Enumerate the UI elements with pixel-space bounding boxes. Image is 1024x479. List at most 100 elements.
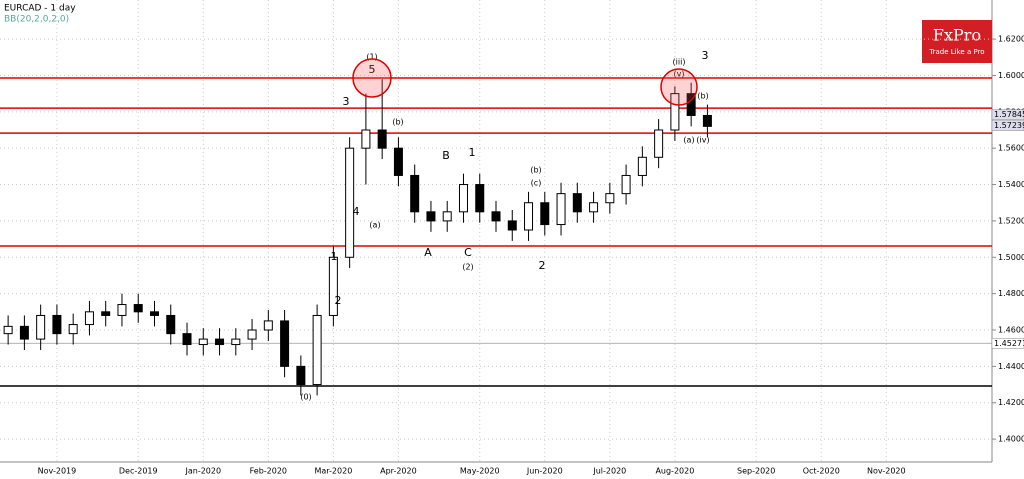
y-tick-label: 1.44000: [998, 362, 1024, 371]
price-label: 1.57845: [994, 110, 1024, 119]
y-tick-label: 1.60000: [998, 71, 1024, 80]
candle-body: [507, 220, 517, 231]
candle-body: [556, 193, 566, 226]
candle-body: [133, 304, 143, 313]
candle-body: [377, 129, 387, 149]
wave-label: 2: [539, 259, 546, 272]
candle-body: [442, 211, 452, 222]
y-tick-label: 1.56000: [998, 144, 1024, 153]
x-tick-label: May-2020: [460, 467, 500, 476]
wave-label: (a): [369, 221, 380, 230]
candle-body: [410, 174, 420, 213]
candle-body: [524, 202, 534, 231]
candle-body: [198, 338, 208, 346]
x-tick-label: Apr-2020: [380, 467, 417, 476]
candle-body: [589, 202, 599, 213]
wave-label: 1: [331, 250, 338, 263]
y-tick-label: 1.46000: [998, 326, 1024, 335]
candle-body: [215, 338, 225, 346]
x-tick-label: Jan-2020: [184, 467, 221, 476]
candle-body: [182, 333, 192, 346]
price-marker: [991, 120, 1024, 131]
price-marker: [991, 109, 1024, 120]
x-tick-label: Feb-2020: [250, 467, 287, 476]
wave-label: (b): [530, 166, 541, 175]
x-tick-label: Oct-2020: [803, 467, 840, 476]
y-tick-label: 1.62000: [998, 35, 1024, 44]
wave-label: A: [424, 246, 432, 259]
wave-label: C: [464, 246, 472, 259]
candle-body: [393, 147, 403, 176]
price-marker: [991, 338, 1024, 349]
candle-body: [361, 129, 371, 149]
candle-body: [637, 156, 647, 176]
y-tick-label: 1.50000: [998, 253, 1024, 262]
y-tick-label: 1.48000: [998, 289, 1024, 298]
wave-label: (iv): [696, 136, 709, 145]
wave-label: 3: [343, 95, 350, 108]
candle-body: [605, 193, 615, 204]
wave-label: (0): [300, 393, 311, 402]
x-tick-label: Nov-2020: [867, 467, 906, 476]
wave-label: (b): [392, 118, 403, 127]
candle-body: [654, 129, 664, 158]
candle-body: [572, 193, 582, 213]
wave-label: (1): [366, 53, 377, 62]
chart-title: EURCAD - 1 day: [4, 4, 76, 14]
logo-box: [922, 20, 992, 63]
candle-body: [345, 147, 355, 258]
candle-body: [36, 314, 46, 340]
candle-body: [117, 304, 127, 316]
highlight-circle: [352, 58, 392, 98]
logo: FxPro: [933, 26, 981, 45]
wave-label: (b): [697, 92, 708, 101]
wave-label: 2: [335, 294, 342, 307]
candle-body: [686, 93, 696, 116]
wave-label: (iii): [673, 58, 686, 67]
wave-label: 4: [353, 205, 360, 218]
x-tick-label: Jul-2020: [592, 467, 626, 476]
x-tick-label: Jun-2020: [526, 467, 563, 476]
candle-body: [702, 114, 712, 127]
candle-body: [670, 93, 680, 131]
candle-body: [263, 320, 273, 331]
x-tick-label: Sep-2020: [737, 467, 775, 476]
y-tick-label: 1.40000: [998, 435, 1024, 444]
x-tick-label: Mar-2020: [314, 467, 352, 476]
highlight-circle: [660, 68, 698, 106]
candle-body: [19, 325, 29, 340]
wave-label: (2): [462, 263, 473, 272]
candle-body: [149, 311, 159, 316]
candle-body: [52, 314, 62, 335]
wave-label: 3: [702, 49, 709, 62]
indicator-label: BB(20,2,0,2,0): [4, 15, 69, 25]
candle-body: [491, 211, 501, 222]
wave-label: 5: [369, 63, 376, 76]
wave-label: 1: [469, 146, 476, 159]
candle-body: [458, 184, 468, 213]
y-tick-label: 1.54000: [998, 180, 1024, 189]
candle-body: [231, 338, 241, 346]
candle-body: [475, 184, 485, 213]
candle-body: [3, 325, 13, 335]
candle-body: [540, 202, 550, 226]
y-tick-label: 1.42000: [998, 398, 1024, 407]
wave-label: (a): [683, 136, 694, 145]
wave-label: (v): [674, 70, 685, 79]
candle-body: [328, 256, 338, 316]
price-label: 1.57239: [994, 121, 1024, 130]
wave-label: (c): [531, 179, 542, 188]
candle-body: [101, 311, 111, 316]
price-label: 1.45271: [994, 339, 1024, 348]
candle-body: [68, 324, 78, 335]
candle-body: [166, 314, 176, 335]
candle-body: [426, 211, 436, 222]
candle-body: [621, 174, 631, 195]
candle-body: [280, 320, 290, 367]
x-tick-label: Dec-2019: [119, 467, 158, 476]
candle-body: [84, 311, 94, 326]
x-tick-label: Aug-2020: [655, 467, 694, 476]
